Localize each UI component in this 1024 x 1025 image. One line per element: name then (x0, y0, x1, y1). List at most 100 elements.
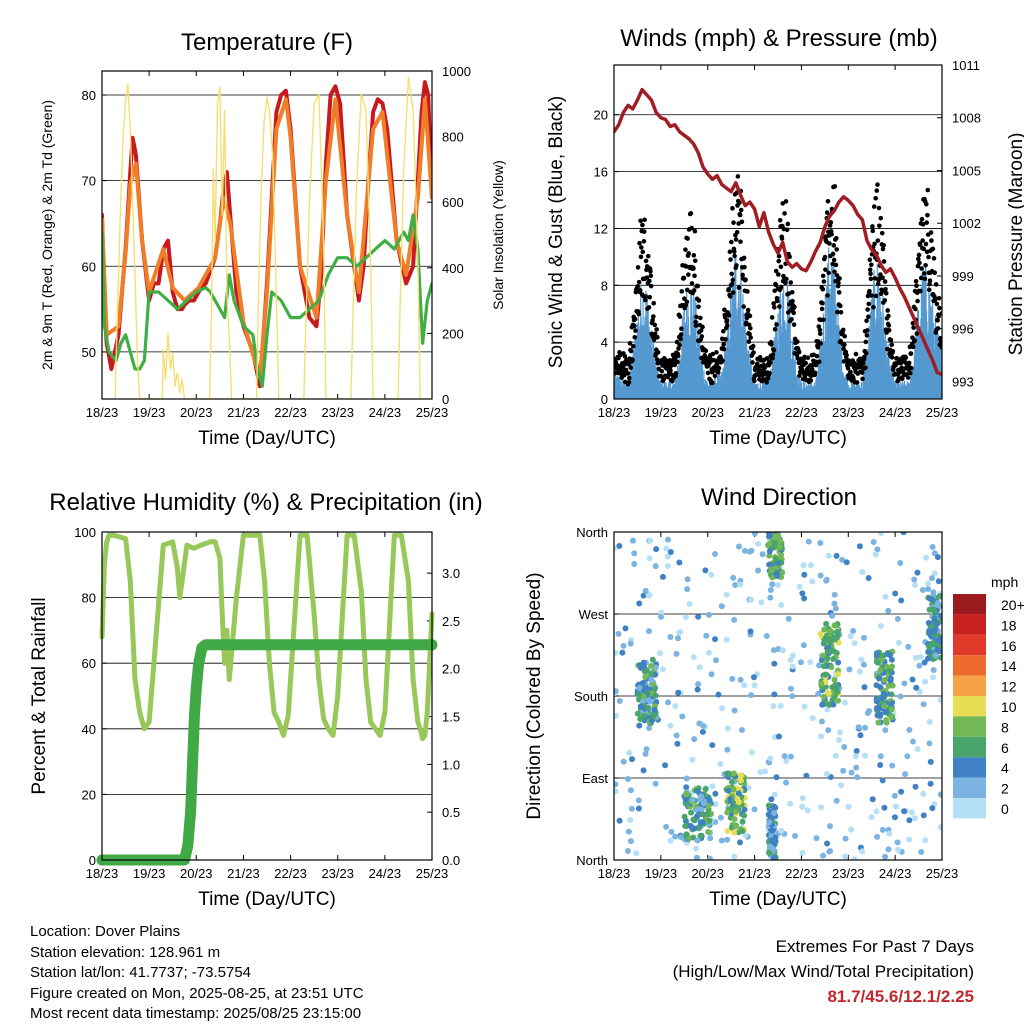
gust-point (692, 228, 698, 234)
y-tick-label: 70 (82, 174, 96, 189)
gust-point (774, 298, 780, 304)
direction-point (837, 729, 844, 736)
gust-point (890, 348, 896, 354)
gust-point (817, 331, 823, 337)
gust-point (829, 231, 834, 237)
gust-point (938, 339, 942, 345)
gust-point (860, 376, 865, 382)
plot-border (613, 531, 943, 861)
direction-point (755, 567, 762, 574)
gust-point (935, 326, 941, 331)
direction-point (735, 543, 742, 550)
direction-point (731, 853, 738, 860)
gust-point (918, 275, 924, 281)
direction-point (906, 817, 913, 824)
direction-point (699, 811, 706, 818)
direction-point (659, 666, 666, 673)
direction-point (769, 837, 776, 844)
direction-point (785, 615, 792, 622)
gust-point (686, 272, 691, 277)
direction-point (858, 656, 865, 663)
direction-point (834, 688, 841, 695)
direction-point (824, 840, 831, 847)
direction-point (818, 804, 825, 811)
direction-point (763, 633, 770, 640)
y2-tick-label: 0.0 (442, 853, 460, 868)
direction-point (769, 581, 776, 588)
gust-point (923, 262, 928, 268)
gust-point (636, 279, 642, 285)
plot-border (613, 64, 943, 400)
direction-point (697, 819, 704, 826)
direction-point (627, 838, 634, 845)
direction-point (672, 703, 679, 710)
direction-point (709, 742, 716, 749)
gust-point (631, 344, 636, 349)
direction-point (723, 591, 730, 598)
gust-point (792, 304, 797, 310)
gust-point (740, 272, 745, 278)
gust-point (920, 238, 925, 243)
direction-point (741, 812, 748, 819)
gust-point (872, 241, 877, 247)
direction-point (696, 664, 703, 671)
direction-point (751, 806, 758, 813)
direction-point (631, 561, 638, 568)
gust-point (689, 281, 695, 286)
legend-swatch (953, 798, 986, 819)
legend-swatch (953, 696, 986, 717)
gust-point (886, 323, 892, 328)
direction-point (833, 552, 840, 559)
gust-point (692, 273, 697, 279)
gust-point (808, 378, 814, 383)
gust-point (770, 352, 776, 358)
direction-point (758, 599, 765, 606)
direction-point (801, 703, 808, 710)
direction-point (648, 662, 655, 669)
direction-point (648, 671, 655, 678)
gust-point (739, 219, 745, 225)
direction-point (927, 780, 934, 787)
direction-point (748, 692, 755, 699)
direction-point (646, 725, 653, 732)
gust-point (714, 350, 719, 355)
direction-point (636, 685, 643, 692)
direction-point (821, 626, 828, 633)
gust-point (776, 272, 781, 277)
gust-point (699, 355, 704, 361)
direction-point (651, 707, 658, 714)
gust-point (675, 359, 680, 365)
direction-point (831, 600, 838, 607)
y-tick-label: 20 (82, 787, 96, 802)
gust-point (659, 368, 665, 374)
gust-point (790, 298, 795, 304)
direction-point (835, 697, 842, 704)
direction-point (926, 648, 933, 655)
direction-point (931, 608, 938, 615)
gust-point (867, 257, 873, 263)
gust-point (772, 305, 777, 310)
direction-point (809, 715, 816, 722)
gust-point (923, 241, 929, 247)
direction-point (673, 650, 680, 657)
direction-point (931, 570, 938, 577)
gust-point (882, 298, 888, 303)
gust-point (783, 199, 789, 204)
direction-point (914, 745, 921, 752)
gust-point (683, 247, 688, 252)
direction-point (748, 596, 755, 603)
direction-point (614, 788, 619, 795)
gust-point (903, 355, 909, 360)
y2-tick-label: 993 (952, 374, 974, 389)
direction-point (833, 797, 840, 804)
gust-point (899, 376, 905, 382)
direction-point (835, 659, 842, 666)
gust-point (745, 307, 751, 313)
gust-point (814, 353, 820, 359)
gust-point (844, 352, 849, 358)
gust-point (695, 283, 701, 289)
direction-point (799, 849, 806, 856)
x-tick-label: 21/23 (738, 405, 771, 420)
gust-point (924, 201, 929, 207)
direction-point (636, 691, 643, 698)
